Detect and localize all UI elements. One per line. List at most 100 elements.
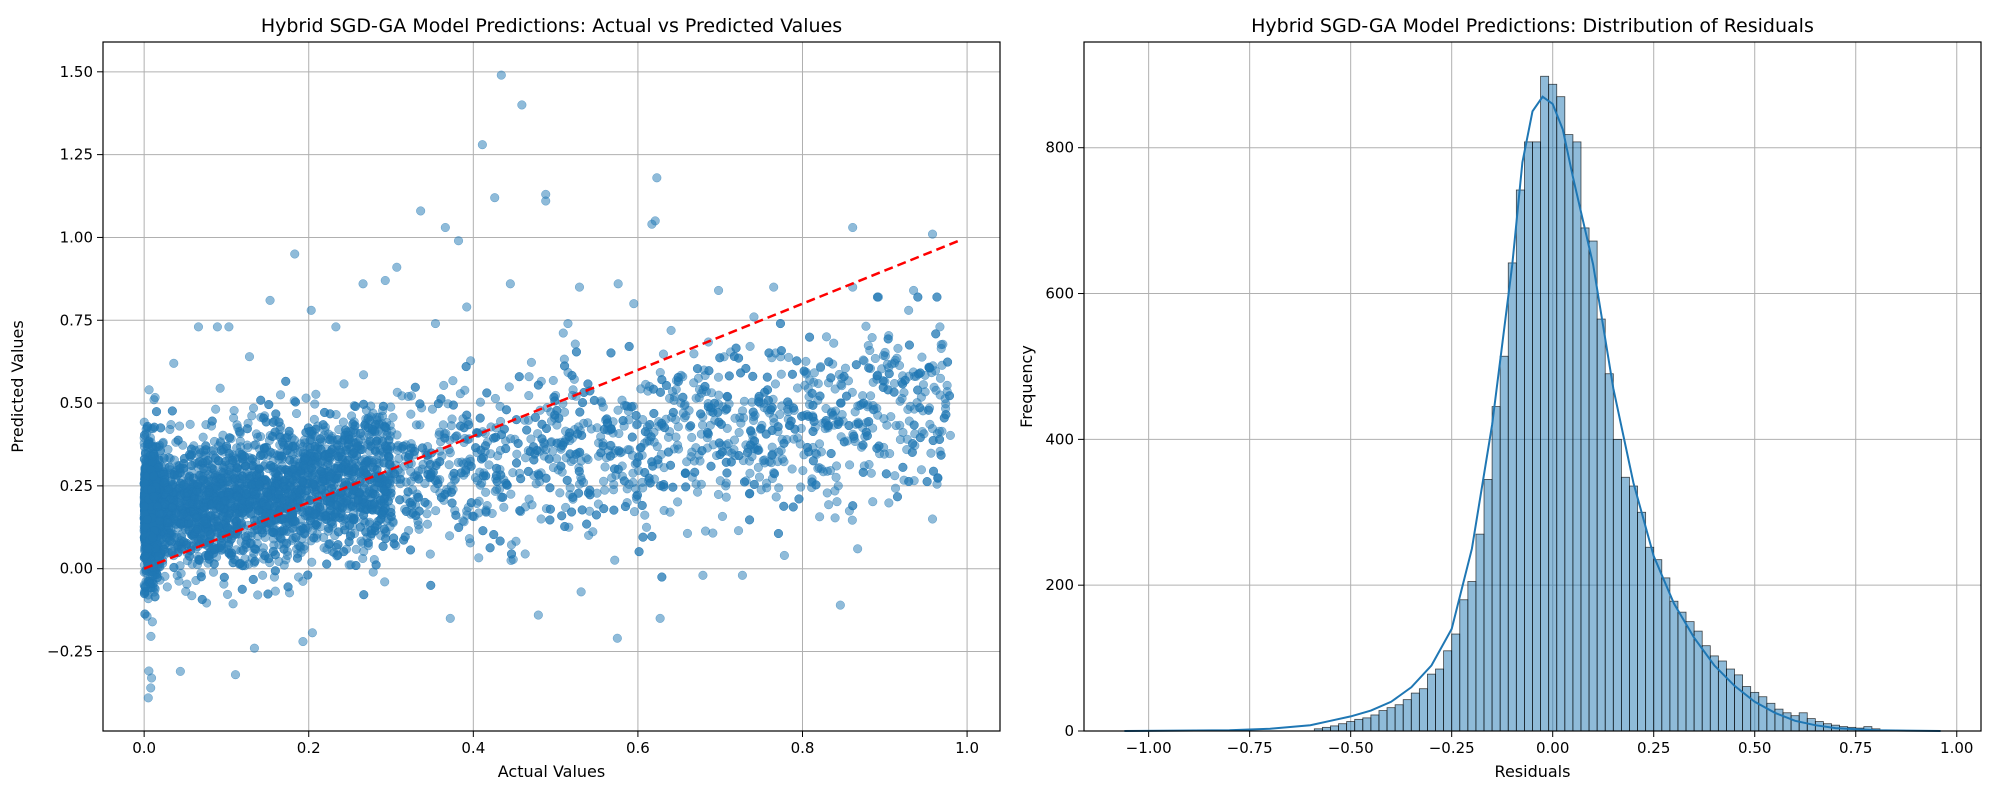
scatter-point <box>315 502 325 512</box>
scatter-point <box>333 473 343 483</box>
scatter-point <box>524 390 534 401</box>
scatter-point <box>895 396 905 406</box>
scatter-point <box>748 407 758 417</box>
scatter-point <box>253 590 263 600</box>
scatter-point <box>687 432 697 442</box>
scatter-point <box>932 292 942 302</box>
scatter-point <box>392 430 402 440</box>
scatter-point <box>813 379 823 389</box>
scatter-point <box>271 409 281 419</box>
scatter-point <box>815 363 826 373</box>
scatter-point <box>403 487 413 497</box>
scatter-x-tick-label: 0.0 <box>132 739 156 757</box>
scatter-point <box>548 375 558 386</box>
scatter-point <box>307 628 317 638</box>
scatter-point <box>680 413 690 423</box>
scatter-point <box>209 559 219 569</box>
scatter-point <box>935 373 946 383</box>
scatter-point <box>864 417 874 427</box>
scatter-point <box>645 478 655 488</box>
scatter-point <box>934 426 944 436</box>
scatter-point <box>599 476 609 486</box>
scatter-point <box>861 321 871 331</box>
scatter-chart: Hybrid SGD-GA Model Predictions: Actual … <box>8 15 1001 781</box>
scatter-y-tick-label: 1.25 <box>60 146 93 164</box>
scatter-point <box>406 409 416 419</box>
scatter-point <box>377 508 387 518</box>
scatter-point <box>774 483 784 493</box>
scatter-point <box>915 433 925 443</box>
scatter-point <box>634 452 644 462</box>
scatter-point <box>693 487 703 497</box>
scatter-point <box>788 502 798 512</box>
scatter-point <box>461 362 471 372</box>
scatter-point <box>884 369 894 379</box>
scatter-point <box>290 397 301 407</box>
scatter-point <box>208 567 219 577</box>
scatter-point <box>734 427 744 438</box>
scatter-point <box>251 429 261 439</box>
scatter-point <box>909 420 919 430</box>
scatter-point <box>492 484 502 494</box>
scatter-point <box>150 592 160 602</box>
scatter-point <box>436 492 446 503</box>
scatter-point <box>339 379 349 389</box>
scatter-point <box>351 544 361 554</box>
scatter-point <box>413 492 424 502</box>
scatter-point <box>501 405 511 415</box>
scatter-point <box>326 484 337 494</box>
scatter-point <box>324 448 334 458</box>
scatter-point <box>237 584 247 594</box>
scatter-point <box>624 341 634 351</box>
scatter-point <box>632 490 643 500</box>
scatter-point <box>666 325 676 335</box>
scatter-point <box>890 471 900 481</box>
scatter-point <box>943 357 953 367</box>
scatter-point <box>185 450 195 460</box>
scatter-point <box>270 566 280 576</box>
scatter-point <box>844 421 854 431</box>
scatter-point <box>466 498 476 508</box>
scatter-point <box>444 460 454 470</box>
scatter-point <box>545 515 555 525</box>
scatter-point <box>815 391 825 401</box>
scatter-point <box>283 582 293 592</box>
scatter-point <box>169 562 179 572</box>
scatter-point <box>692 364 703 374</box>
scatter-point <box>773 528 784 539</box>
scatter-point <box>814 439 825 449</box>
scatter-point <box>567 370 577 380</box>
scatter-point <box>588 527 598 537</box>
scatter-point <box>582 519 592 529</box>
scatter-point <box>722 468 732 478</box>
scatter-point <box>379 485 389 495</box>
scatter-point <box>840 363 851 373</box>
scatter-point <box>824 357 834 367</box>
scatter-point <box>882 420 892 430</box>
scatter-point <box>713 489 724 500</box>
scatter-point <box>905 401 915 411</box>
scatter-point <box>936 450 946 460</box>
scatter-point <box>185 551 195 561</box>
scatter-point <box>637 500 647 511</box>
scatter-point <box>681 482 691 492</box>
scatter-point <box>555 488 565 498</box>
scatter-point <box>318 420 328 430</box>
scatter-point <box>236 442 246 452</box>
scatter-point <box>655 387 665 397</box>
scatter-y-tick-label: 0.00 <box>60 560 93 578</box>
scatter-point <box>368 462 378 472</box>
scatter-point <box>805 332 815 342</box>
scatter-point <box>425 549 435 559</box>
scatter-point <box>679 401 690 411</box>
scatter-point <box>834 417 844 427</box>
scatter-point <box>737 406 748 416</box>
scatter-point <box>506 489 516 499</box>
scatter-point <box>686 421 696 431</box>
scatter-point <box>484 460 494 470</box>
scatter-y-tick-label: 0.50 <box>60 394 93 412</box>
scatter-point <box>301 393 311 403</box>
scatter-point <box>767 450 777 460</box>
scatter-point <box>872 292 883 302</box>
scatter-point <box>689 378 699 388</box>
